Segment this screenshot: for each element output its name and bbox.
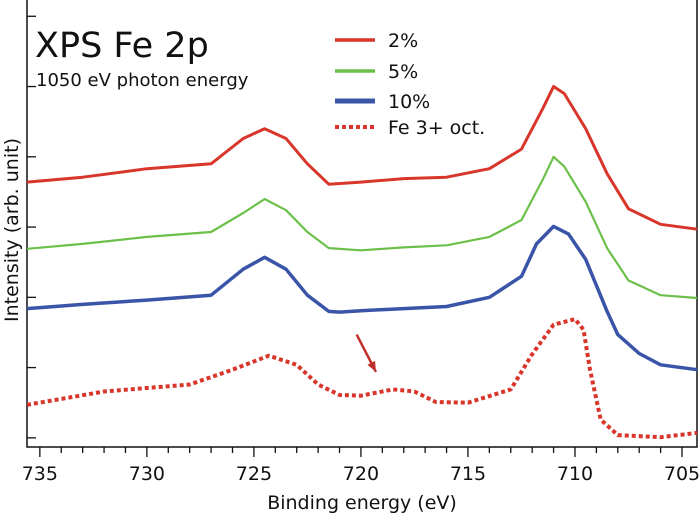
annotations xyxy=(355,334,378,373)
legend-label: 2% xyxy=(388,30,418,52)
x-axis: 735 730 725 720 715 710 705 xyxy=(22,447,700,485)
x-tick-label: 730 xyxy=(129,463,165,485)
series-group xyxy=(26,85,698,440)
chart-subtitle: 1050 eV photon energy xyxy=(36,70,249,91)
legend-label: 5% xyxy=(388,61,418,83)
series-line-10- xyxy=(26,224,698,372)
x-axis-label: Binding energy (eV) xyxy=(267,492,457,514)
legend-label: Fe 3+ oct. xyxy=(388,117,485,139)
legend-label: 10% xyxy=(388,91,430,113)
x-tick-label: 735 xyxy=(22,463,58,485)
x-tick-label: 715 xyxy=(450,463,486,485)
series-line-5- xyxy=(26,155,698,300)
series-line-2- xyxy=(26,85,698,231)
y-axis-label: Intensity (arb. unit) xyxy=(1,138,23,322)
y-axis xyxy=(27,15,36,439)
x-tick-label: 725 xyxy=(236,463,272,485)
chart-title: XPS Fe 2p xyxy=(35,26,209,66)
arrow-head-icon xyxy=(367,360,376,372)
plot-frame xyxy=(26,0,698,448)
x-tick-label: 710 xyxy=(557,463,593,485)
series-line-fe-3-oct- xyxy=(26,317,698,440)
legend: 2% 5% 10% Fe 3+ oct. xyxy=(335,30,485,139)
x-tick-label: 705 xyxy=(664,463,700,485)
x-tick-label: 720 xyxy=(343,463,379,485)
